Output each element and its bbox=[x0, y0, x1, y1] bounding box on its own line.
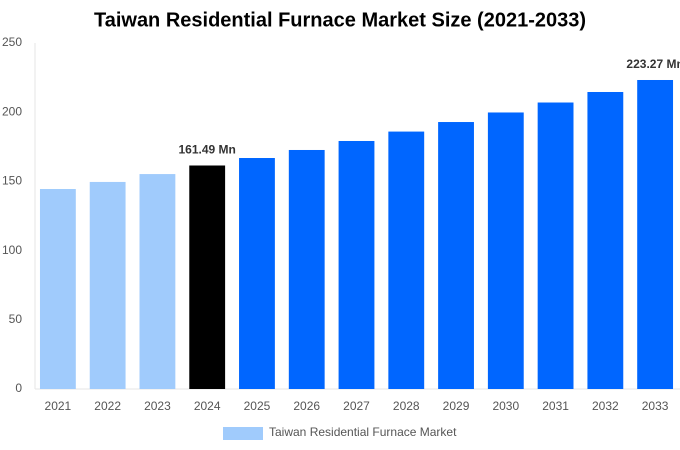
bar bbox=[288, 149, 325, 389]
x-tick-label: 2023 bbox=[144, 399, 171, 413]
value-label: 223.27 Mn bbox=[626, 57, 680, 71]
y-tick-label: 50 bbox=[9, 312, 23, 326]
bar bbox=[487, 112, 524, 389]
legend-swatch bbox=[223, 427, 263, 440]
bar bbox=[438, 122, 474, 389]
x-tick-label: 2030 bbox=[492, 399, 519, 413]
bar bbox=[537, 102, 574, 390]
x-tick-label: 2033 bbox=[642, 399, 669, 413]
x-tick-label: 2026 bbox=[293, 399, 320, 413]
x-tick-label: 2024 bbox=[194, 399, 221, 413]
bar bbox=[338, 140, 375, 389]
y-tick-label: 200 bbox=[2, 104, 22, 118]
bar bbox=[89, 181, 126, 389]
x-tick-label: 2032 bbox=[592, 399, 619, 413]
bar bbox=[239, 158, 275, 389]
y-tick-label: 100 bbox=[2, 243, 22, 257]
chart-title: Taiwan Residential Furnace Market Size (… bbox=[94, 9, 586, 31]
bar bbox=[637, 79, 674, 389]
bar bbox=[587, 91, 624, 390]
y-tick-label: 150 bbox=[2, 174, 22, 188]
x-tick-label: 2022 bbox=[94, 399, 121, 413]
legend-label: Taiwan Residential Furnace Market bbox=[269, 425, 457, 439]
x-tick-label: 2021 bbox=[45, 399, 72, 413]
bar bbox=[388, 131, 425, 390]
value-label: 161.49 Mn bbox=[179, 143, 236, 157]
x-tick-label: 2028 bbox=[393, 399, 420, 413]
y-tick-label: 250 bbox=[2, 35, 22, 49]
bar bbox=[139, 174, 176, 389]
x-tick-label: 2025 bbox=[244, 399, 271, 413]
x-tick-label: 2031 bbox=[542, 399, 569, 413]
x-tick-label: 2029 bbox=[443, 399, 470, 413]
y-tick-label: 0 bbox=[15, 381, 22, 395]
x-tick-label: 2027 bbox=[343, 399, 370, 413]
bar bbox=[39, 189, 76, 389]
bar bbox=[189, 165, 226, 389]
